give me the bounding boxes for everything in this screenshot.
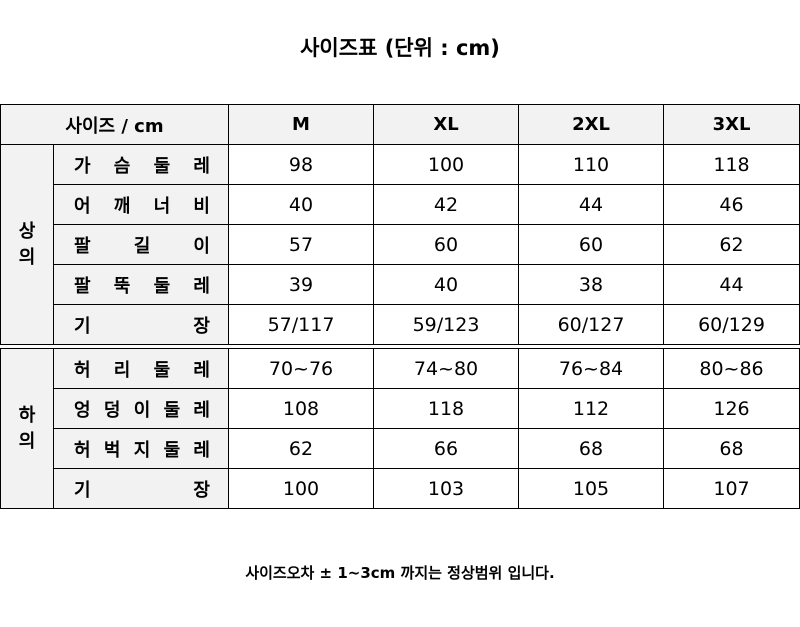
- value-cell: 38: [518, 264, 664, 305]
- value-cell: 60/127: [518, 304, 664, 345]
- value-cell: 80~86: [663, 348, 800, 389]
- header-row: 사이즈 / cm M XL 2XL 3XL: [0, 104, 800, 145]
- value-cell: 59/123: [373, 304, 519, 345]
- value-cell: 57/117: [228, 304, 374, 345]
- value-cell: 68: [663, 428, 800, 469]
- value-cell: 60/129: [663, 304, 800, 345]
- value-cell: 76~84: [518, 348, 664, 389]
- value-cell: 107: [663, 468, 800, 509]
- value-cell: 44: [518, 184, 664, 225]
- value-cell: 103: [373, 468, 519, 509]
- header-cell: 사이즈 / cm: [0, 104, 229, 145]
- size-header: 3XL: [663, 104, 800, 145]
- table-row: 기 장 57/117 59/123 60/127 60/129: [1, 304, 800, 345]
- value-cell: 110: [518, 144, 664, 185]
- row-label: 팔 길 이: [53, 224, 229, 265]
- page-title: 사이즈표 (단위 : cm): [300, 36, 500, 60]
- value-cell: 126: [663, 388, 800, 429]
- value-cell: 70~76: [228, 348, 374, 389]
- value-cell: 40: [228, 184, 374, 225]
- table-row: 하의 허 리 둘 레 70~76 74~80 76~84 80~86: [0, 348, 800, 509]
- footer-note: 사이즈오차 ± 1~3cm 까지는 정상범위 입니다.: [245, 564, 555, 582]
- value-cell: 112: [518, 388, 664, 429]
- value-cell: 62: [663, 224, 800, 265]
- table-row: 상의 가 슴 둘 레 98 100 110 118: [0, 144, 800, 345]
- row-label: 팔 뚝 둘 레: [53, 264, 229, 305]
- row-label: 허 벅 지 둘 레: [53, 428, 229, 469]
- table-row: 허 벅 지 둘 레 62 66 68 68: [1, 428, 800, 469]
- row-label: 엉 덩 이 둘 레: [53, 388, 229, 429]
- size-header: XL: [373, 104, 519, 145]
- value-cell: 108: [228, 388, 374, 429]
- value-cell: 39: [228, 264, 374, 305]
- value-cell: 60: [518, 224, 664, 265]
- table-row: 기 장 100 103 105 107: [1, 468, 800, 509]
- value-cell: 44: [663, 264, 800, 305]
- value-cell: 42: [373, 184, 519, 225]
- value-cell: 118: [663, 144, 800, 185]
- value-cell: 68: [518, 428, 664, 469]
- value-cell: 60: [373, 224, 519, 265]
- row-label: 기 장: [53, 468, 229, 509]
- size-table: 사이즈 / cm M XL 2XL 3XL 상의 가 슴 둘 레 98 100 110 118 어 깨…: [0, 104, 800, 509]
- value-cell: 100: [373, 144, 519, 185]
- value-cell: 100: [228, 468, 374, 509]
- value-cell: 98: [228, 144, 374, 185]
- row-label: 가 슴 둘 레: [53, 144, 229, 185]
- row-label: 허 리 둘 레: [53, 348, 229, 389]
- table-row: 팔 길 이 57 60 60 62: [1, 224, 800, 265]
- value-cell: 66: [373, 428, 519, 469]
- table-row: 엉 덩 이 둘 레 108 118 112 126: [1, 388, 800, 429]
- value-cell: 105: [518, 468, 664, 509]
- table-row: 팔 뚝 둘 레 39 40 38 44: [1, 264, 800, 305]
- section-label: 상의: [0, 144, 54, 345]
- size-header: 2XL: [518, 104, 664, 145]
- table-row: 어 깨 너 비 40 42 44 46: [1, 184, 800, 225]
- value-cell: 57: [228, 224, 374, 265]
- size-header: M: [228, 104, 374, 145]
- section-label: 하의: [0, 348, 54, 509]
- value-cell: 74~80: [373, 348, 519, 389]
- value-cell: 40: [373, 264, 519, 305]
- value-cell: 118: [373, 388, 519, 429]
- row-label: 어 깨 너 비: [53, 184, 229, 225]
- row-label: 기 장: [53, 304, 229, 345]
- value-cell: 46: [663, 184, 800, 225]
- value-cell: 62: [228, 428, 374, 469]
